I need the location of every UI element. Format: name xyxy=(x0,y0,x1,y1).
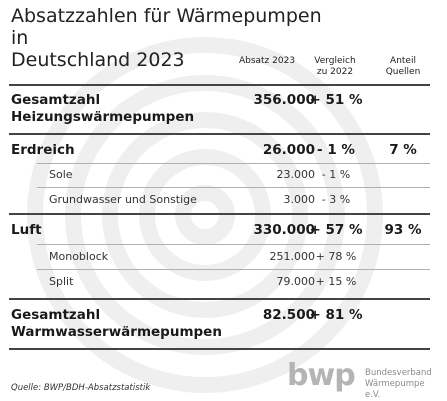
vergleich-gesamt-warmwasser: + 81 % xyxy=(309,307,363,323)
row-divider xyxy=(37,163,430,164)
row-label-gesamt-heizung: Gesamtzahl Heizungswärmepumpen xyxy=(11,92,195,125)
absatz-gesamt-heizung: 356.000 xyxy=(253,92,316,108)
absatz-split: 79.000 xyxy=(276,275,316,288)
logo-wordmark: bwp xyxy=(287,358,356,393)
anteil-erdreich: 7 % xyxy=(389,142,417,158)
absatz-gesamt-warmwasser: 82.500 xyxy=(262,307,315,323)
vergleich-split: + 15 % xyxy=(315,275,357,288)
absatz-luft: 330.000 xyxy=(253,222,316,238)
anteil-luft: 93 % xyxy=(384,222,422,238)
header-divider xyxy=(9,84,430,86)
section-divider xyxy=(9,298,430,300)
row-label-sole: Sole xyxy=(49,168,73,181)
title-line-2: Deutschland 2023 xyxy=(11,49,185,71)
row-label-grundwasser: Grundwasser und Sonstige xyxy=(49,193,197,206)
section-divider xyxy=(9,213,430,215)
vergleich-sole: - 1 % xyxy=(321,168,351,181)
logo-org-name: Bundesverband Wärmepumpe e.V. xyxy=(365,368,432,400)
section-divider xyxy=(9,133,430,135)
row-label-monoblock: Monoblock xyxy=(49,250,109,263)
vergleich-monoblock: + 78 % xyxy=(315,250,357,263)
row-divider xyxy=(37,187,430,188)
row-divider xyxy=(37,269,430,270)
absatz-monoblock: 251.000 xyxy=(269,250,316,263)
vergleich-erdreich: - 1 % xyxy=(317,142,355,158)
row-label-erdreich: Erdreich xyxy=(11,142,75,158)
column-header-anteil: Anteil Quellen xyxy=(385,56,421,77)
column-header-vergleich: Vergleich zu 2022 xyxy=(314,56,356,77)
source-note: Quelle: BWP/BDH-Absatzstatistik xyxy=(11,383,151,393)
table-bottom-divider xyxy=(9,348,430,350)
bwp-logo: bwp Bundesverband Wärmepumpe e.V. xyxy=(287,358,437,400)
vergleich-gesamt-heizung: + 51 % xyxy=(309,92,363,108)
row-label-split: Split xyxy=(49,275,74,288)
column-header-absatz: Absatz 2023 xyxy=(238,56,296,66)
vergleich-luft: + 57 % xyxy=(309,222,363,238)
page-title: Absatzzahlen für Wärmepumpen in Deutschl… xyxy=(11,5,331,71)
row-label-gesamt-warmwasser: Gesamtzahl Warmwasserwärmepumpen xyxy=(11,307,222,340)
vergleich-grundwasser: - 3 % xyxy=(321,193,351,206)
row-label-luft: Luft xyxy=(11,222,42,238)
absatz-erdreich: 26.000 xyxy=(262,142,315,158)
title-line-1: Absatzzahlen für Wärmepumpen in xyxy=(11,5,322,49)
absatz-sole: 23.000 xyxy=(276,168,316,181)
absatz-grundwasser: 3.000 xyxy=(283,193,316,206)
row-divider xyxy=(37,244,430,245)
